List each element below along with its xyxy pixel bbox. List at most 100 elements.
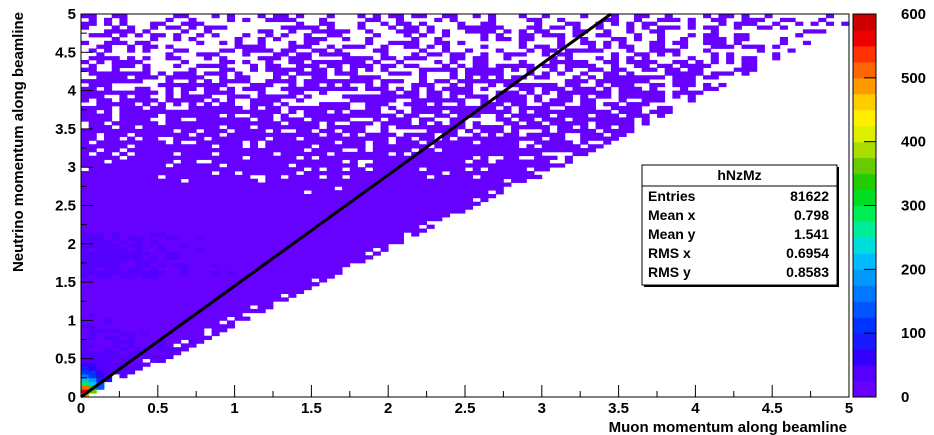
histogram-cell [541,29,550,34]
histogram-cell [280,86,289,91]
histogram-cell [257,36,266,42]
histogram-cell [88,278,97,283]
histogram-cell [142,155,151,160]
histogram-cell [626,79,635,84]
histogram-cell [557,98,566,103]
histogram-cell [173,239,182,245]
histogram-cell [687,90,696,95]
histogram-cell [88,136,97,141]
histogram-cell [96,278,105,283]
histogram-cell [657,113,666,118]
histogram-cell [411,132,420,137]
histogram-cell [96,301,105,306]
histogram-cell [303,40,312,46]
histogram-cell [418,14,427,19]
histogram-cell [127,90,136,95]
histogram-cell [365,136,374,141]
histogram-cell [150,136,159,141]
histogram-cell [173,63,182,69]
histogram-cell [319,75,328,80]
histogram-cell [357,125,366,130]
histogram-cell [119,374,128,379]
histogram-cell [326,194,335,199]
histogram-cell [495,25,504,30]
histogram-cell [173,132,182,137]
histogram-cell [718,44,727,49]
histogram-cell [173,194,182,199]
histogram-cell [357,228,366,233]
histogram-cell [303,94,312,99]
histogram-cell [211,251,220,256]
histogram-cell [188,121,197,126]
histogram-cell [96,266,105,272]
histogram-cell [372,171,381,176]
histogram-cell [418,186,427,191]
histogram-cell [280,289,289,294]
histogram-cell [219,301,228,306]
histogram-cell [242,125,251,130]
histogram-cell [165,312,174,317]
histogram-cell [296,255,305,260]
histogram-cell [564,79,573,84]
histogram-cell [173,102,182,107]
histogram-cell [303,182,312,187]
histogram-cell [472,14,481,19]
histogram-cell [104,285,113,291]
histogram-cell [157,205,166,210]
histogram-cell [372,251,381,256]
histogram-cell [81,186,90,191]
histogram-cell [334,59,343,65]
histogram-cell [219,67,228,72]
histogram-cell [88,56,97,61]
histogram-cell [572,63,581,69]
histogram-cell [372,159,381,164]
histogram-cell [411,155,420,160]
histogram-cell [127,251,136,256]
x-tick-label: 2.5 [455,400,476,417]
histogram-cell [441,140,451,145]
histogram-cell [825,14,835,19]
histogram-cell [119,274,128,279]
histogram-cell [434,90,443,95]
histogram-cell [488,21,497,26]
histogram-cell [111,301,120,306]
histogram-cell [196,63,205,69]
histogram-cell [418,197,427,203]
histogram-cell [311,36,320,42]
histogram-cell [134,71,143,76]
histogram-cell [349,59,358,65]
histogram-cell [280,148,289,153]
histogram-cell [157,339,166,344]
histogram-cell [511,113,520,118]
histogram-cell [326,136,335,141]
histogram-cell [180,151,189,157]
histogram-cell [288,79,297,84]
histogram-cell [180,285,189,291]
histogram-cell [449,82,458,88]
histogram-cell [226,262,235,268]
histogram-cell [288,48,297,53]
histogram-cell [142,151,151,157]
histogram-cell [526,67,535,72]
histogram-cell [311,190,320,195]
histogram-cell [587,75,596,80]
histogram-cell [541,102,550,107]
histogram-cell [173,163,182,168]
histogram-cell [457,197,466,203]
histogram-cell [349,71,358,76]
histogram-cell [426,151,435,157]
histogram-cell [134,113,143,118]
histogram-cell [81,148,90,153]
histogram-cell [288,125,297,130]
histogram-cell [142,297,151,302]
histogram-cell [203,324,212,329]
histogram-cell [657,44,666,49]
histogram-cell [288,105,297,111]
histogram-cell [357,251,366,256]
histogram-cell [380,52,389,57]
histogram-cell [157,239,166,245]
histogram-cell [165,86,174,91]
histogram-cell [226,98,235,103]
histogram-cell [142,40,151,46]
histogram-cell [572,79,581,84]
